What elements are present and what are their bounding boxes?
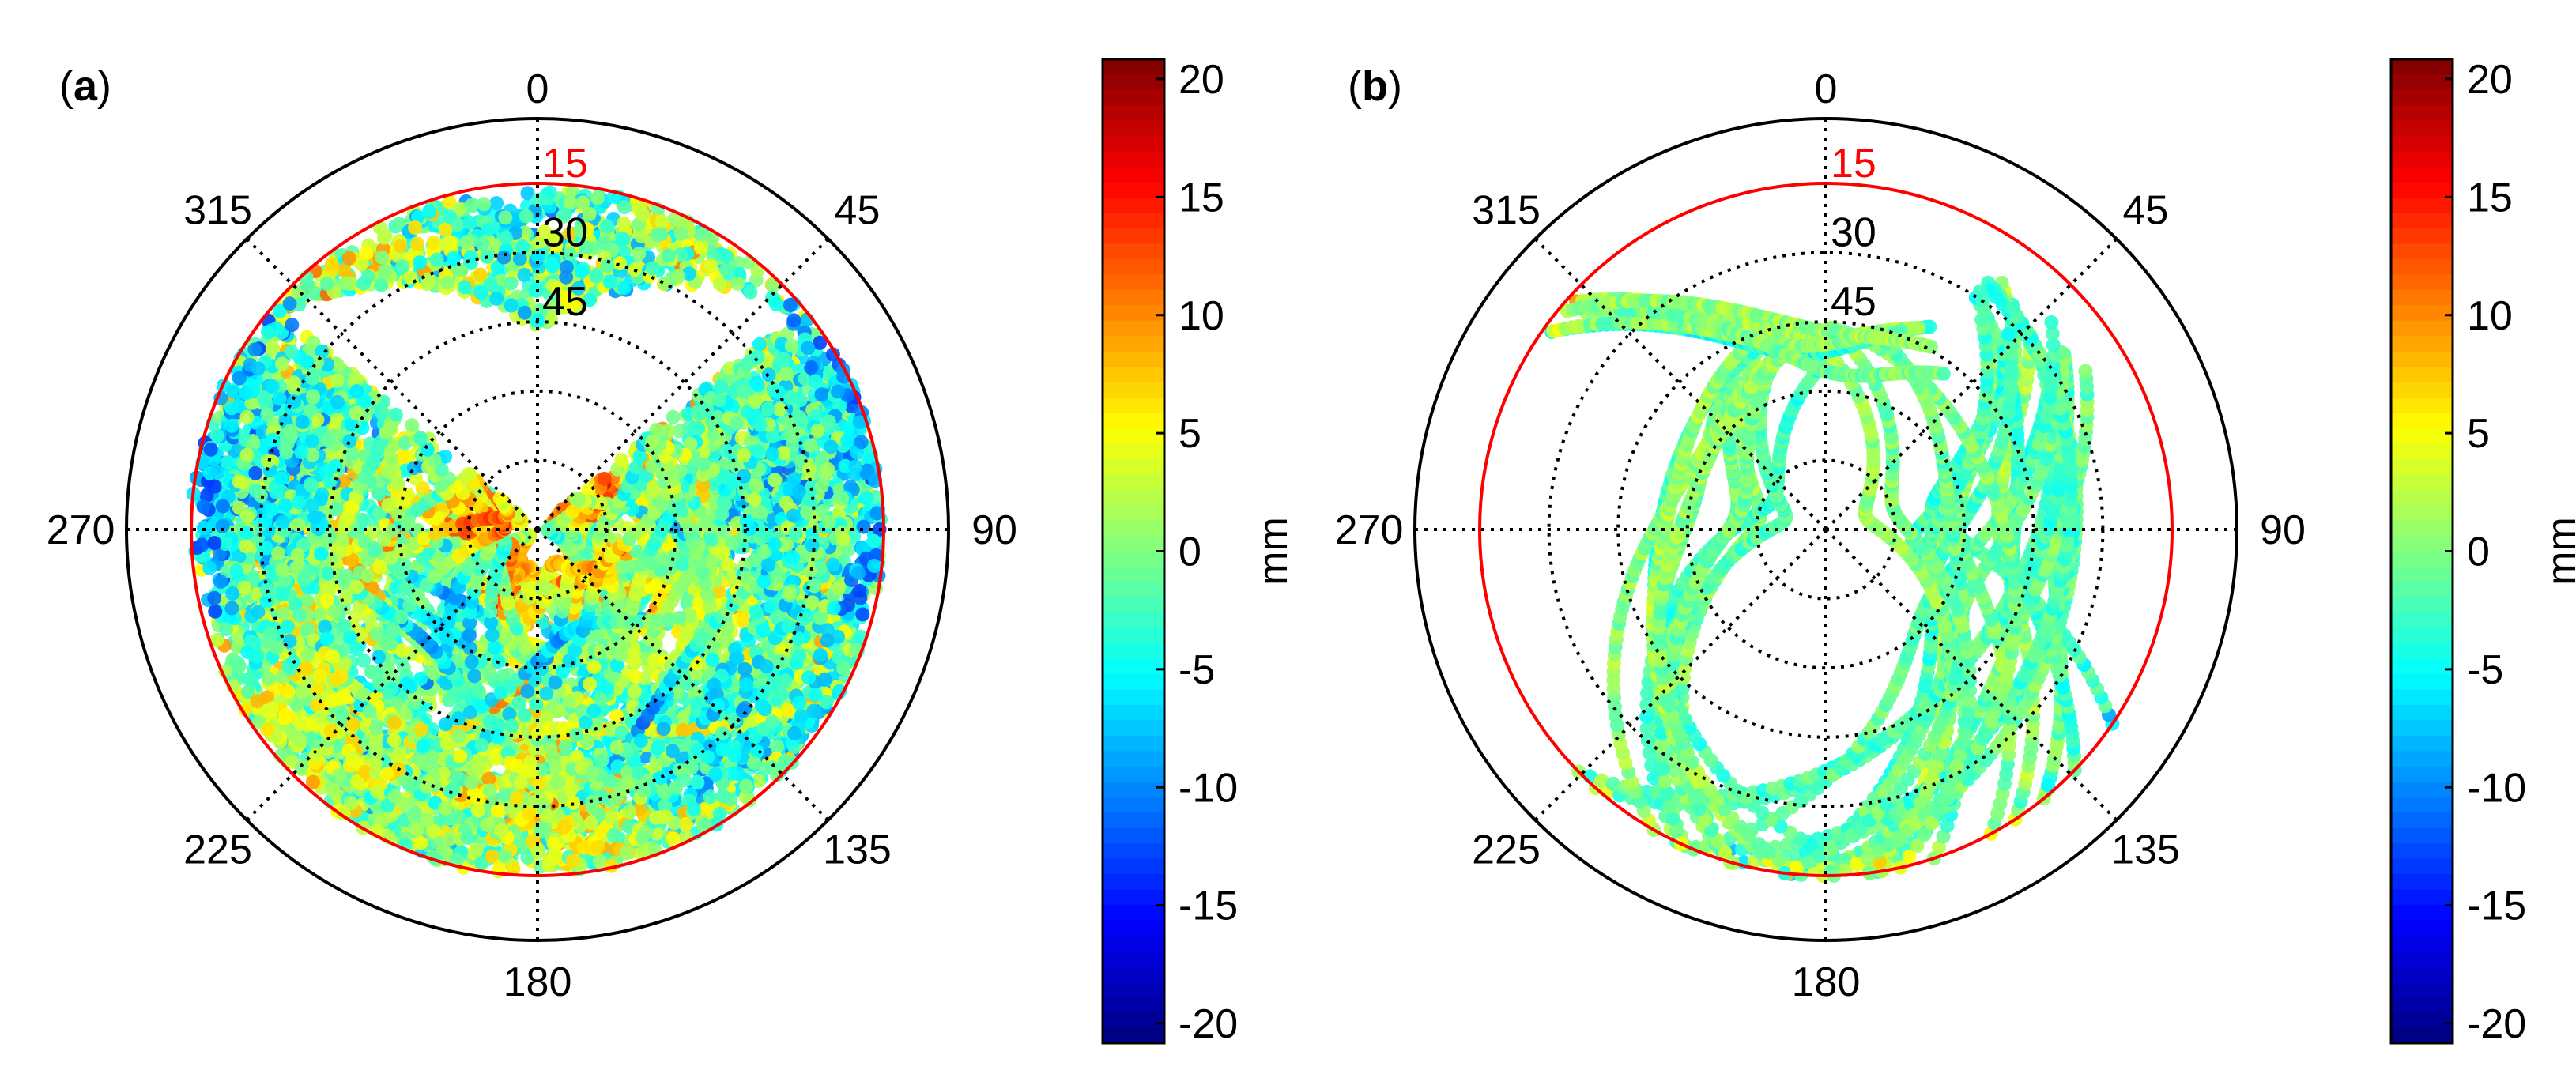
- data-point: [743, 285, 758, 300]
- data-point: [614, 453, 629, 468]
- data-point: [399, 676, 414, 692]
- data-point: [395, 449, 410, 464]
- data-point: [718, 262, 734, 277]
- data-point: [390, 477, 405, 491]
- data-points: [186, 185, 888, 879]
- data-point: [719, 249, 734, 263]
- data-point: [765, 278, 780, 293]
- panel-a: 0 45 90 135 180 225 270 315 15 30 45 (a) 20 15 10 5 0 -5-…: [0, 0, 1296, 1070]
- data-point: [409, 471, 423, 486]
- data-point: [730, 276, 745, 291]
- data-point: [381, 464, 395, 479]
- data-point: [357, 513, 372, 528]
- data-point: [489, 196, 504, 211]
- data-point: [590, 190, 605, 205]
- data-point: [528, 283, 543, 298]
- data-point: [413, 671, 428, 686]
